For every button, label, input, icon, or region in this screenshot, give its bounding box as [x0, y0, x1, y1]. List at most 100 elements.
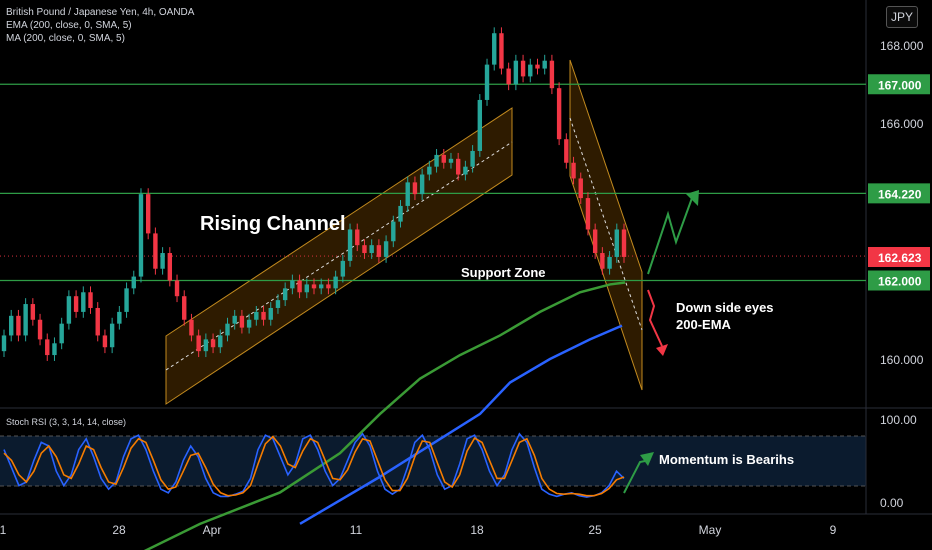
candle-body[interactable] [174, 280, 180, 297]
candle-body[interactable] [513, 60, 519, 85]
candle-body[interactable] [585, 198, 591, 230]
candle-body[interactable] [556, 88, 562, 140]
candle-body[interactable] [52, 343, 57, 356]
stoch-rsi-legend[interactable]: Stoch RSI (3, 3, 14, 14, close) [6, 417, 127, 427]
candle-body[interactable] [196, 335, 201, 352]
stoch-rsi-k-line[interactable] [3, 432, 625, 498]
candle-body[interactable] [145, 194, 151, 234]
candle-body[interactable] [124, 288, 129, 312]
candle-body[interactable] [88, 292, 93, 308]
candle-body[interactable] [182, 296, 187, 320]
candle-body[interactable] [477, 99, 483, 151]
price-pane[interactable] [0, 0, 866, 407]
candle-body[interactable] [246, 319, 252, 328]
candle-body[interactable] [23, 304, 28, 336]
bearish-projection-arrow[interactable] [647, 289, 663, 347]
candle-body[interactable] [528, 64, 533, 77]
candle-body[interactable] [535, 64, 540, 69]
candle-body[interactable] [37, 319, 43, 340]
candle-body[interactable] [391, 221, 396, 242]
candle-body[interactable] [319, 284, 324, 289]
candle-body[interactable] [16, 315, 21, 336]
candle-body[interactable] [571, 162, 576, 179]
candle-body[interactable] [347, 229, 353, 261]
currency-button[interactable]: JPY [886, 6, 918, 28]
candle-body[interactable] [355, 229, 360, 246]
candle-body[interactable] [117, 311, 122, 324]
candle-body[interactable] [225, 323, 230, 336]
candle-body[interactable] [290, 280, 295, 289]
candle-body[interactable] [427, 166, 432, 175]
candle-body[interactable] [492, 33, 497, 65]
candle-body[interactable] [434, 154, 439, 167]
candle-body[interactable] [304, 284, 309, 293]
candle-body[interactable] [167, 253, 173, 281]
candle-body[interactable] [600, 253, 605, 269]
candle-body[interactable] [463, 166, 468, 175]
candle-body[interactable] [340, 260, 346, 277]
candle-body[interactable] [59, 323, 64, 344]
candle-body[interactable] [218, 335, 223, 348]
candle-body[interactable] [499, 33, 504, 69]
candle-body[interactable] [102, 335, 108, 348]
candle-body[interactable] [520, 60, 526, 77]
candle-body[interactable] [239, 315, 245, 328]
candle-body[interactable] [326, 284, 331, 289]
candle-body[interactable] [369, 245, 374, 254]
candle-body[interactable] [607, 256, 612, 269]
bullish-projection-arrow[interactable] [647, 197, 693, 275]
candle-body[interactable] [578, 178, 583, 199]
candle-body[interactable] [333, 276, 338, 289]
candle-body[interactable] [419, 174, 425, 195]
candle-body[interactable] [405, 182, 410, 206]
candle-body[interactable] [131, 276, 136, 289]
candle-body[interactable] [621, 229, 627, 257]
candle-body[interactable] [614, 229, 619, 257]
candle-body[interactable] [470, 150, 475, 167]
candle-body[interactable] [383, 241, 389, 257]
candle-body[interactable] [268, 307, 273, 320]
candle-body[interactable] [73, 296, 79, 312]
candle-body[interactable] [412, 182, 418, 195]
candle-body[interactable] [455, 158, 461, 175]
candle-body[interactable] [109, 323, 115, 348]
ma-legend[interactable]: MA (200, close, 0, SMA, 5) [6, 33, 125, 44]
ema-200-line[interactable] [120, 281, 626, 550]
candle-body[interactable] [297, 280, 302, 293]
candle-body[interactable] [203, 339, 209, 352]
candle-body[interactable] [160, 253, 165, 269]
candle-body[interactable] [376, 245, 382, 257]
candle-body[interactable] [95, 307, 100, 336]
candle-body[interactable] [189, 319, 194, 336]
candle-body[interactable] [441, 154, 446, 163]
candle-body[interactable] [282, 288, 288, 301]
candle-body[interactable] [275, 300, 281, 308]
candle-body[interactable] [542, 60, 547, 69]
ma-200-line[interactable] [299, 324, 623, 525]
candle-body[interactable] [448, 158, 454, 163]
candle-body[interactable] [261, 311, 266, 320]
candle-body[interactable] [254, 311, 259, 320]
candle-body[interactable] [362, 245, 367, 254]
candle-body[interactable] [506, 68, 511, 85]
candle-body[interactable] [311, 284, 317, 289]
candle-body[interactable] [30, 304, 36, 320]
candle-body[interactable] [398, 205, 403, 222]
candle-body[interactable] [138, 194, 144, 277]
candle-body[interactable] [45, 339, 50, 356]
candle-body[interactable] [9, 315, 14, 336]
candle-body[interactable] [1, 335, 7, 352]
candle-body[interactable] [592, 229, 598, 254]
symbol-title[interactable]: British Pound / Japanese Yen, 4h, OANDA [6, 7, 195, 18]
candle-body[interactable] [66, 296, 72, 324]
falling-channel[interactable] [569, 59, 643, 391]
candle-body[interactable] [484, 64, 490, 100]
candle-body[interactable] [210, 339, 216, 348]
candle-body[interactable] [81, 292, 86, 312]
ema-legend[interactable]: EMA (200, close, 0, SMA, 5) [6, 20, 132, 31]
candle-body[interactable] [232, 315, 237, 324]
candle-body[interactable] [564, 139, 569, 163]
rising-channel[interactable] [165, 107, 513, 405]
candle-body[interactable] [549, 60, 555, 89]
